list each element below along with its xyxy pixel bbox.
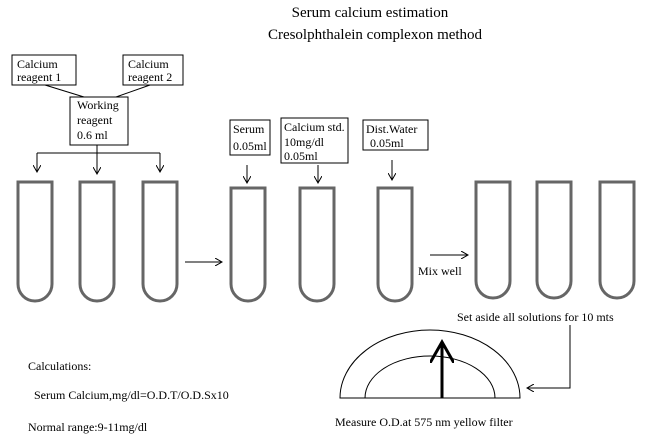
normal-range: Normal range:9-11mg/dl (28, 420, 148, 434)
spectrometer (339, 329, 521, 399)
water-box (362, 119, 429, 151)
reagent-box (122, 54, 184, 86)
label: Calcium (17, 57, 58, 71)
label: reagent 1 (17, 70, 61, 84)
label: 0.05ml (370, 136, 404, 150)
mix-label: Mix well (418, 264, 462, 278)
calc-heading: Calculations: (28, 359, 91, 373)
label: 0.6 ml (77, 128, 108, 142)
label: 0.05ml (233, 139, 267, 153)
connector (115, 84, 151, 98)
working-box (69, 96, 129, 146)
label: 10mg/dl (284, 135, 325, 149)
label: Calcium (128, 57, 169, 71)
standard-box (280, 117, 349, 164)
serum-box (229, 119, 271, 156)
label: Working (77, 98, 119, 112)
label: reagent (77, 113, 113, 127)
set-aside-label: Set aside all solutions for 10 mts (457, 310, 614, 324)
label: 0.05ml (284, 149, 318, 163)
tubes (16, 180, 636, 303)
label: Calcium std. (284, 120, 345, 134)
label: Serum (233, 122, 265, 136)
connector (44, 84, 85, 98)
arrow (527, 325, 571, 388)
measure-label: Measure O.D.at 575 nm yellow filter (335, 415, 513, 429)
title: Serum calcium estimation (292, 5, 449, 21)
title: Cresolphthalein complexon method (268, 27, 483, 43)
reagent-box (11, 54, 77, 86)
calc-formula: Serum Calcium,mg/dl=O.D.T/O.D.Sx10 (34, 388, 229, 402)
label: reagent 2 (128, 70, 172, 84)
label: Dist.Water (366, 122, 417, 136)
